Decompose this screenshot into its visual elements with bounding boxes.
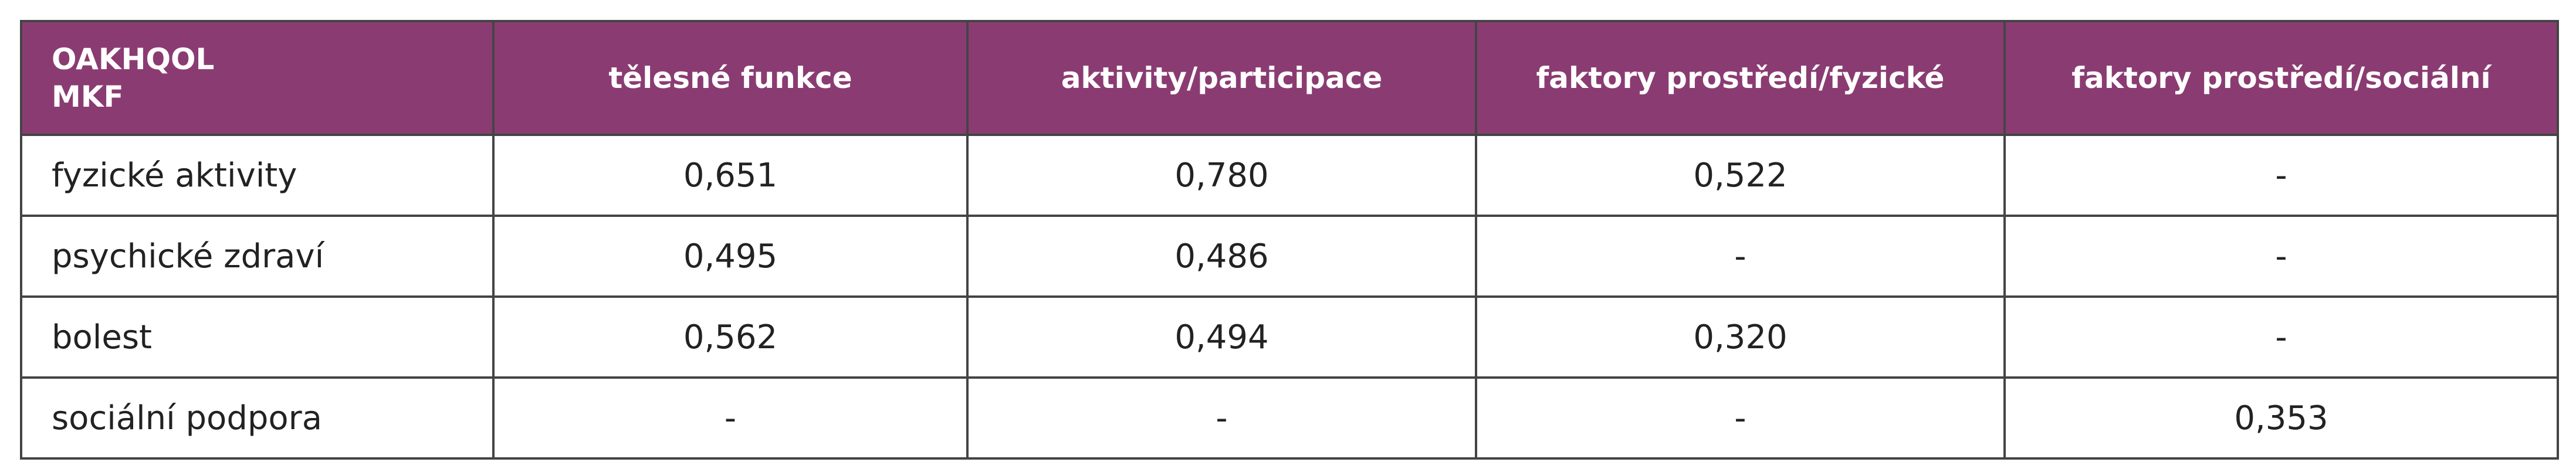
cell: 0,494	[966, 295, 1477, 379]
cell: -	[2003, 295, 2559, 379]
cell: -	[1475, 376, 2006, 460]
header-line: MKF	[52, 80, 124, 114]
cell: -	[966, 376, 1477, 460]
cell: -	[492, 376, 969, 460]
table-row: psychické zdraví 0,495 0,486- -	[20, 215, 2559, 298]
cell: 0,780	[966, 134, 1477, 217]
cell: -	[2003, 134, 2559, 217]
cell: 0,320	[1475, 295, 2006, 379]
table-row: bolest 0,562 0,494 0,320-	[20, 295, 2559, 379]
cell: 0,486	[966, 215, 1477, 298]
cell: -	[1475, 215, 2006, 298]
row-label: sociální podpora	[20, 376, 495, 460]
table: OAKHQOL MKF tělesné funkce aktivity/partici…	[20, 20, 2559, 460]
row-label: bolest	[20, 295, 495, 379]
header-cell: aktivity/participace	[966, 20, 1477, 136]
header-line: OAKHQOL	[52, 42, 215, 76]
cell: 0,353	[2003, 376, 2559, 460]
table-row: sociální podpora - - -0,353	[20, 376, 2559, 460]
header-cell: faktory prostředí/sociální	[2003, 20, 2559, 136]
header-cell: OAKHQOL MKF	[20, 20, 495, 136]
cell: 0,522	[1475, 134, 2006, 217]
header-row: OAKHQOL MKF tělesné funkce aktivity/partici…	[20, 20, 2559, 136]
cell: 0,495	[492, 215, 969, 298]
row-label: fyzické aktivity	[20, 134, 495, 217]
row-label: psychické zdraví	[20, 215, 495, 298]
table-row: fyzické aktivity 0,651 0,780 0,522-	[20, 134, 2559, 217]
cell: -	[2003, 215, 2559, 298]
header-cell: faktory prostředí/fyzické	[1475, 20, 2006, 136]
table-body: fyzické aktivity 0,651 0,780 0,522- psychick…	[20, 134, 2559, 460]
header-cell: tělesné funkce	[492, 20, 969, 136]
cell: 0,651	[492, 134, 969, 217]
cell: 0,562	[492, 295, 969, 379]
